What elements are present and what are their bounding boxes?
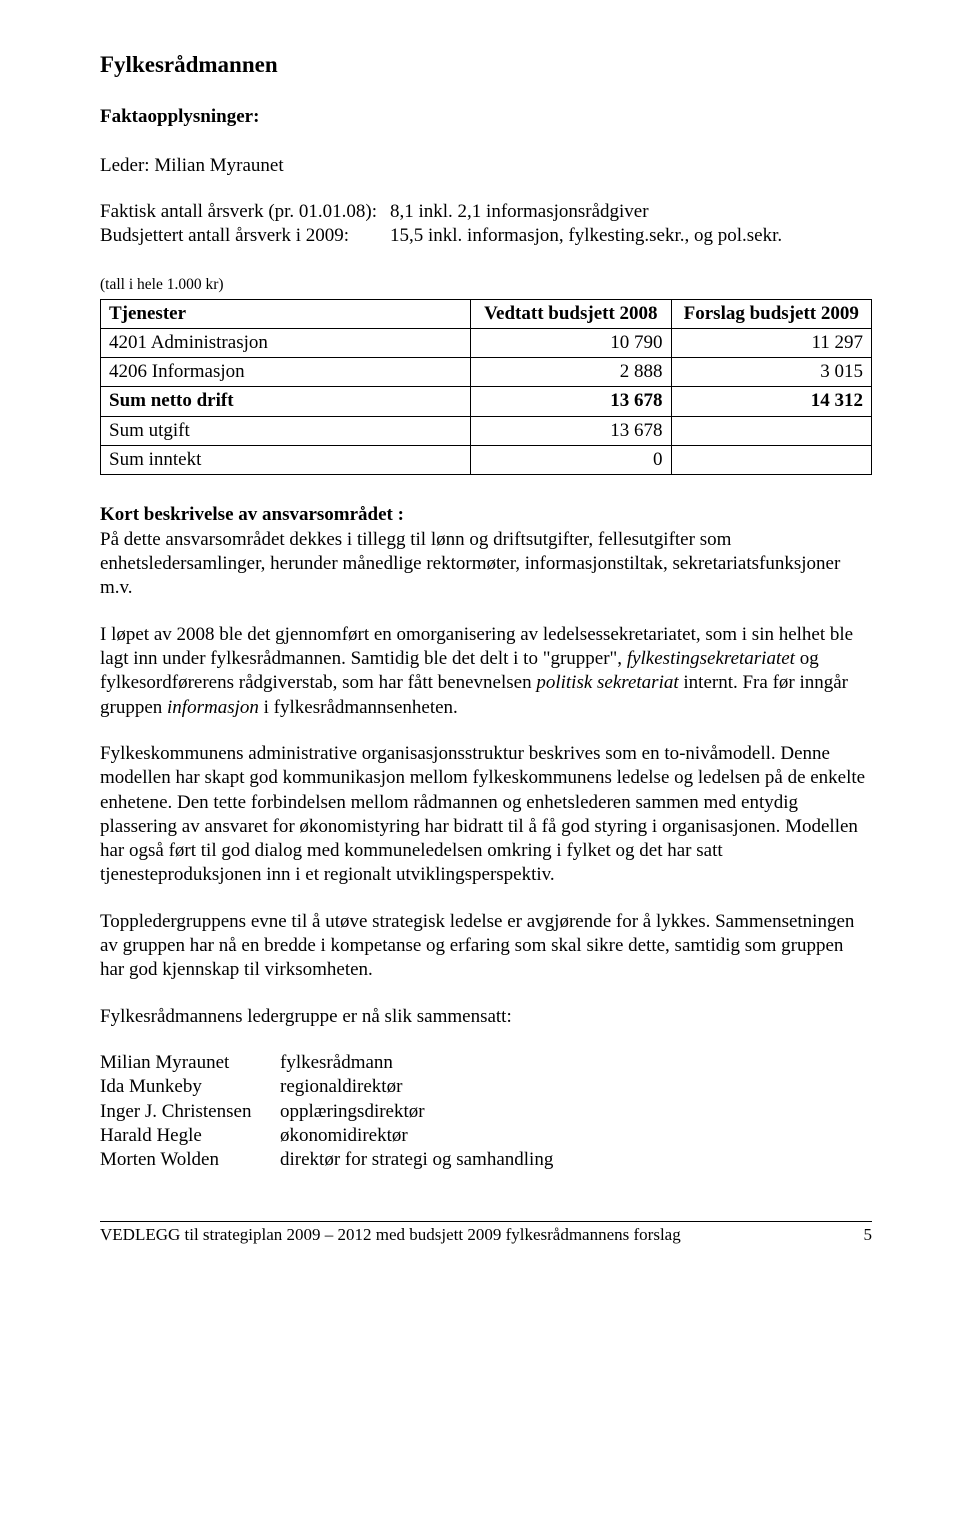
th-tjenester: Tjenester bbox=[101, 299, 471, 328]
cell-label: Sum netto drift bbox=[101, 387, 471, 416]
leader-role: økonomidirektør bbox=[280, 1124, 872, 1148]
leader-name: Inger J. Christensen bbox=[100, 1100, 280, 1124]
table-row: 4206 Informasjon 2 888 3 015 bbox=[101, 358, 872, 387]
fact-row: Budsjettert antall årsverk i 2009: 15,5 … bbox=[100, 224, 872, 248]
fact-val: 15,5 inkl. informasjon, fylkesting.sekr.… bbox=[390, 224, 872, 248]
leader-role: fylkesrådmann bbox=[280, 1051, 872, 1075]
cell-label: Sum inntekt bbox=[101, 446, 471, 475]
short-desc-block: Kort beskrivelse av ansvarsområdet : På … bbox=[100, 503, 872, 600]
para-3: Fylkeskommunens administrative organisas… bbox=[100, 742, 872, 888]
para-1: På dette ansvarsområdet dekkes i tillegg… bbox=[100, 529, 840, 599]
cell-label: 4206 Informasjon bbox=[101, 358, 471, 387]
cell-c1: 13 678 bbox=[471, 387, 671, 416]
cell-c1: 2 888 bbox=[471, 358, 671, 387]
leaders-list: Milian Myraunet fylkesrådmann Ida Munkeb… bbox=[100, 1051, 872, 1173]
para-4: Toppledergruppens evne til å utøve strat… bbox=[100, 910, 872, 983]
page-title: Fylkesrådmannen bbox=[100, 50, 872, 79]
para-2b-italic: fylkestingsekretariatet bbox=[627, 648, 795, 669]
cell-label: 4201 Administrasjon bbox=[101, 328, 471, 357]
cell-label: Sum utgift bbox=[101, 416, 471, 445]
cell-c1: 0 bbox=[471, 446, 671, 475]
table-row: 4201 Administrasjon 10 790 11 297 bbox=[101, 328, 872, 357]
table-row-sum-netto: Sum netto drift 13 678 14 312 bbox=[101, 387, 872, 416]
fact-key: Faktisk antall årsverk (pr. 01.01.08): bbox=[100, 200, 390, 224]
footer: VEDLEGG til strategiplan 2009 – 2012 med… bbox=[100, 1224, 872, 1246]
para-2: I løpet av 2008 ble det gjennomført en o… bbox=[100, 623, 872, 720]
cell-c2: 11 297 bbox=[671, 328, 871, 357]
table-row: Sum utgift 13 678 bbox=[101, 416, 872, 445]
table-header-row: Tjenester Vedtatt budsjett 2008 Forslag … bbox=[101, 299, 872, 328]
leader-name: Harald Hegle bbox=[100, 1124, 280, 1148]
cell-c2 bbox=[671, 416, 871, 445]
para-2f-italic: informasjon bbox=[167, 697, 259, 718]
cell-c2: 14 312 bbox=[671, 387, 871, 416]
para-2d-italic: politisk sekretariat bbox=[536, 672, 678, 693]
cell-c1: 13 678 bbox=[471, 416, 671, 445]
leader-role: direktør for strategi og samhandling bbox=[280, 1148, 872, 1172]
footer-divider bbox=[100, 1221, 872, 1222]
table-row: Sum inntekt 0 bbox=[101, 446, 872, 475]
leader-row: Morten Wolden direktør for strategi og s… bbox=[100, 1148, 872, 1172]
leader-row: Harald Hegle økonomidirektør bbox=[100, 1124, 872, 1148]
leader-name: Morten Wolden bbox=[100, 1148, 280, 1172]
leader-row: Milian Myraunet fylkesrådmann bbox=[100, 1051, 872, 1075]
page-number: 5 bbox=[864, 1224, 873, 1246]
th-forslag-2009: Forslag budsjett 2009 bbox=[671, 299, 871, 328]
short-desc-heading: Kort beskrivelse av ansvarsområdet : bbox=[100, 504, 404, 525]
cell-c1: 10 790 bbox=[471, 328, 671, 357]
leader-role: opplæringsdirektør bbox=[280, 1100, 872, 1124]
cell-c2 bbox=[671, 446, 871, 475]
leader-role: regionaldirektør bbox=[280, 1075, 872, 1099]
para-5: Fylkesrådmannens ledergruppe er nå slik … bbox=[100, 1005, 872, 1029]
fact-key: Budsjettert antall årsverk i 2009: bbox=[100, 224, 390, 248]
leader-name: Ida Munkeby bbox=[100, 1075, 280, 1099]
budget-table: Tjenester Vedtatt budsjett 2008 Forslag … bbox=[100, 299, 872, 476]
leader-row: Inger J. Christensen opplæringsdirektør bbox=[100, 1100, 872, 1124]
leader-name: Milian Myraunet bbox=[100, 1051, 280, 1075]
th-vedtatt-2008: Vedtatt budsjett 2008 bbox=[471, 299, 671, 328]
leader-line: Leder: Milian Myraunet bbox=[100, 154, 872, 178]
footer-text: VEDLEGG til strategiplan 2009 – 2012 med… bbox=[100, 1224, 681, 1246]
facts-block: Faktisk antall årsverk (pr. 01.01.08): 8… bbox=[100, 200, 872, 249]
para-2g: i fylkesrådmannsenheten. bbox=[259, 697, 458, 718]
leader-row: Ida Munkeby regionaldirektør bbox=[100, 1075, 872, 1099]
cell-c2: 3 015 bbox=[671, 358, 871, 387]
subheading-faktaopplysninger: Faktaopplysninger: bbox=[100, 105, 872, 129]
table-note: (tall i hele 1.000 kr) bbox=[100, 275, 872, 295]
fact-row: Faktisk antall årsverk (pr. 01.01.08): 8… bbox=[100, 200, 872, 224]
fact-val: 8,1 inkl. 2,1 informasjonsrådgiver bbox=[390, 200, 872, 224]
